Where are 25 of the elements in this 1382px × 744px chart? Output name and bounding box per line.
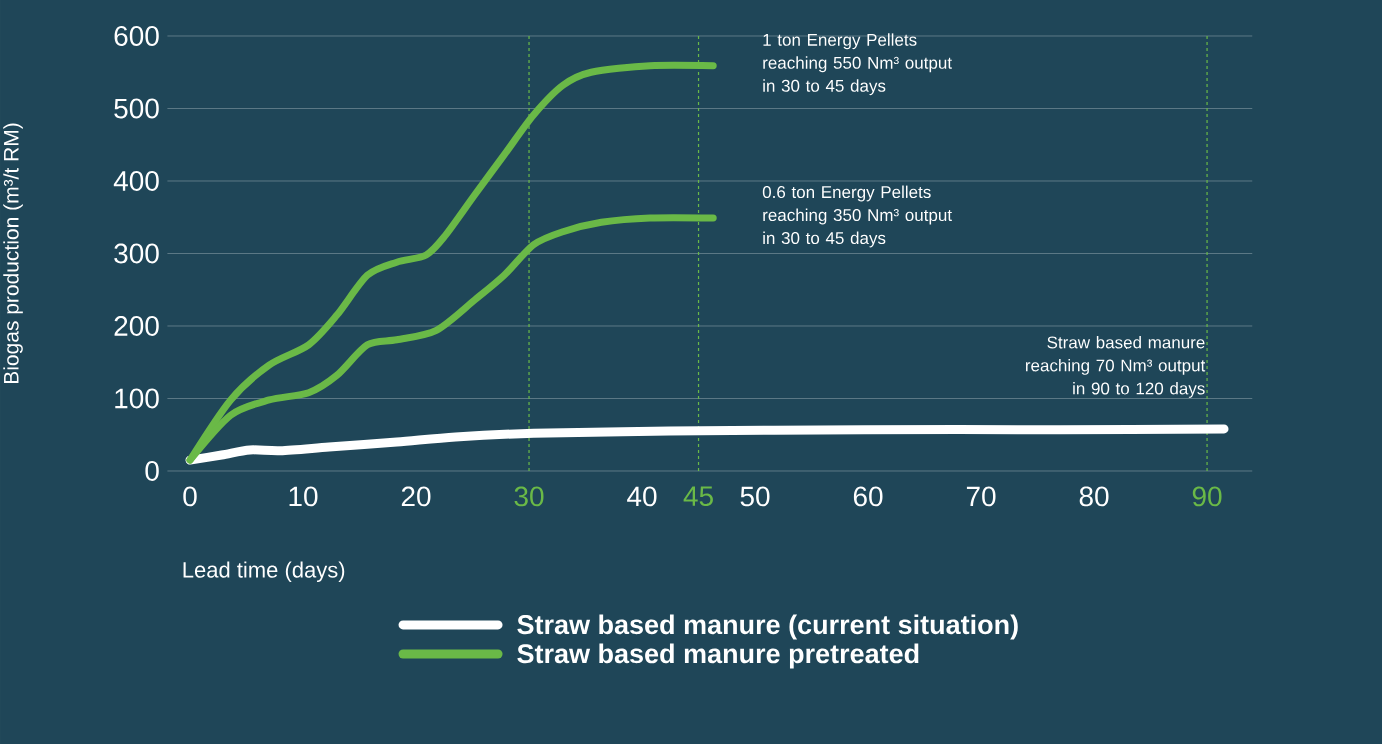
x-tick-label: 45 bbox=[683, 486, 713, 507]
annotation: 0.6 ton Energy Pellets reaching 350 Nm³ output in 30 to 45 days bbox=[762, 185, 952, 248]
y-tick-label: 500 bbox=[114, 98, 159, 119]
y-tick-label: 600 bbox=[114, 26, 159, 46]
y-tick-label: 300 bbox=[114, 243, 159, 264]
x-tick-label: 90 bbox=[1192, 486, 1222, 507]
x-tick-label: 50 bbox=[740, 486, 770, 507]
x-tick-label: 0 bbox=[183, 486, 197, 507]
x-tick-label: 10 bbox=[289, 486, 318, 507]
x-tick-label: 60 bbox=[853, 486, 883, 507]
y-axis-title: Biogas production (m³/t RM) bbox=[3, 123, 23, 384]
x-tick-label: 40 bbox=[627, 486, 657, 507]
x-tick-label: 80 bbox=[1079, 486, 1109, 507]
y-tick-label: 0 bbox=[145, 461, 159, 481]
x-tick-label: 70 bbox=[966, 486, 996, 507]
legend-label: Straw based manure pretreated bbox=[517, 643, 919, 669]
y-tick-label: 100 bbox=[115, 388, 159, 409]
annotation: 1 ton Energy Pellets reaching 550 Nm³ output in 30 to 45 days bbox=[763, 33, 952, 96]
y-tick-label: 400 bbox=[113, 171, 159, 191]
y-tick-label: 200 bbox=[114, 316, 159, 336]
x-tick-label: 20 bbox=[401, 486, 431, 507]
legend-label: Straw based manure (current situation) bbox=[517, 614, 1018, 640]
x-axis-title: Lead time (days) bbox=[183, 561, 345, 583]
annotation: Straw based manure reaching 70 Nm³ output in 90 to 120 days bbox=[1025, 336, 1206, 398]
x-tick-label: 30 bbox=[514, 486, 544, 507]
